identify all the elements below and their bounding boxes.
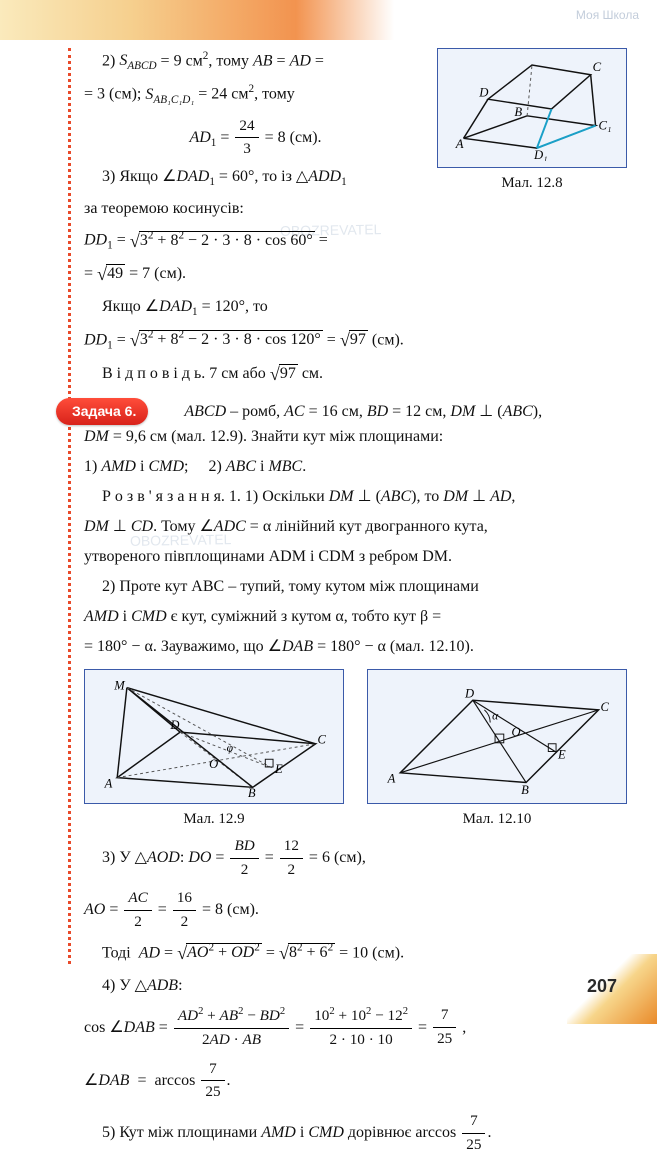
line-2: = 3 (см); SAB₁C₁D₁ = 24 см2, тому <box>84 81 427 108</box>
svg-text:C₁: C₁ <box>598 119 611 133</box>
svg-text:C: C <box>593 60 602 74</box>
svg-text:B: B <box>521 783 529 797</box>
svg-text:D: D <box>169 719 179 733</box>
svg-text:A: A <box>104 777 113 791</box>
task6-asks: 1) AMD і CMD; 2) ABC і MBC. <box>84 455 627 479</box>
fig-12-9-svg: M D C A B E O φ <box>91 676 337 797</box>
svg-text:D₁: D₁ <box>533 148 548 161</box>
task-6-badge: Задача 6. <box>56 398 148 425</box>
svg-text:D: D <box>464 687 474 701</box>
fig-12-9-caption: Мал. 12.9 <box>84 808 344 831</box>
svg-text:φ: φ <box>227 742 234 755</box>
step3-line2: AO = AC2 = 162 = 8 (см). <box>84 887 627 934</box>
fig-12-8-svg: A D₁ C₁ B D C <box>444 55 620 161</box>
eq-dd1-b: = 49 = 7 (см). <box>84 261 427 289</box>
step4-hdr: 4) У △ADB: <box>84 974 627 998</box>
svg-text:A: A <box>455 137 464 151</box>
eq-dd1-a: DD1 = 32 + 82 − 2 · 3 · 8 · cos 60° = <box>84 227 427 255</box>
fig-12-10-svg: D C A B E O α <box>374 676 620 797</box>
top-logo: Моя Школа <box>576 6 639 24</box>
svg-text:A: A <box>387 772 396 786</box>
svg-text:D: D <box>478 85 488 99</box>
sol-l2: DM ⊥ CD. Тому ∠ADC = α лінійний кут двог… <box>84 515 627 539</box>
svg-text:C: C <box>318 733 327 747</box>
step3-line3: Тоді AD = AO2 + OD2 = 82 + 62 = 10 (см). <box>84 940 627 968</box>
svg-text:E: E <box>274 762 283 776</box>
svg-text:B: B <box>514 105 522 119</box>
figure-12-9: M D C A B E O φ Мал. 12.9 <box>84 669 344 831</box>
line-5: Якщо ∠DAD1 = 120°, то <box>84 295 427 321</box>
svg-text:O: O <box>209 757 218 771</box>
svg-text:B: B <box>248 786 256 797</box>
answer-line: В і д п о в і д ь. 7 см або 97 см. <box>84 361 627 389</box>
eq-dd1-c: DD1 = 32 + 82 − 2 · 3 · 8 · cos 120° = 9… <box>84 327 627 355</box>
line-4: за теоремою косинусів: <box>84 197 427 221</box>
fig-12-8-caption: Мал. 12.8 <box>437 172 627 195</box>
sol-l5: AMD і CMD є кут, суміжний з кутом α, тоб… <box>84 605 627 629</box>
sol-l1: Р о з в ' я з а н н я. 1. 1) Оскільки DM… <box>84 485 627 509</box>
arccos-line: ∠DAB = arccos 725. <box>84 1058 627 1105</box>
figure-12-8: A D₁ C₁ B D C Мал. 12.8 <box>437 48 627 198</box>
sol-l4: 2) Проте кут ABC – тупий, тому кутом між… <box>84 575 627 599</box>
page-content: A D₁ C₁ B D C Мал. 12.8 2) SABCD = 9 см2… <box>84 48 627 984</box>
cos-dab-eq: cos ∠DAB = AD2 + AB2 − BD2 2AD · AB = 10… <box>84 1004 627 1052</box>
sol-l3: утвореного півплощинами ADM і CDM з ребр… <box>84 545 627 569</box>
page-number: 207 <box>587 973 617 1000</box>
header-gradient <box>0 0 657 40</box>
svg-text:O: O <box>512 725 521 739</box>
line-1: 2) SABCD = 9 см2, тому AB = AD = <box>84 48 427 75</box>
task6-given2: DM = 9,6 см (мал. 12.9). Знайти кут між … <box>84 425 627 449</box>
step5-line: 5) Кут між площинами AMD і CMD дорівнює … <box>84 1110 627 1157</box>
svg-text:C: C <box>601 700 610 714</box>
svg-text:M: M <box>113 679 126 693</box>
svg-text:α: α <box>492 710 499 723</box>
eq-ad1: AD1 = 243 = 8 (см). <box>84 115 427 162</box>
sol-l6: = 180° − α. Зауважимо, що ∠DAB = 180° − … <box>84 635 627 659</box>
left-dotted-rule <box>68 48 71 964</box>
step3-line1: 3) У △AOD: DO = BD2 = 122 = 6 (см), <box>84 835 627 882</box>
figure-12-10: D C A B E O α Мал. 12.10 <box>367 669 627 831</box>
line-3: 3) Якщо ∠DAD1 = 60°, то із △ADD1 <box>84 165 427 191</box>
svg-text:E: E <box>557 748 566 762</box>
fig-12-10-caption: Мал. 12.10 <box>367 808 627 831</box>
figures-row: M D C A B E O φ Мал. 12.9 <box>84 669 627 831</box>
task6-given1: ABCD – ромб, AC = 16 см, BD = 12 см, DM … <box>180 403 542 420</box>
